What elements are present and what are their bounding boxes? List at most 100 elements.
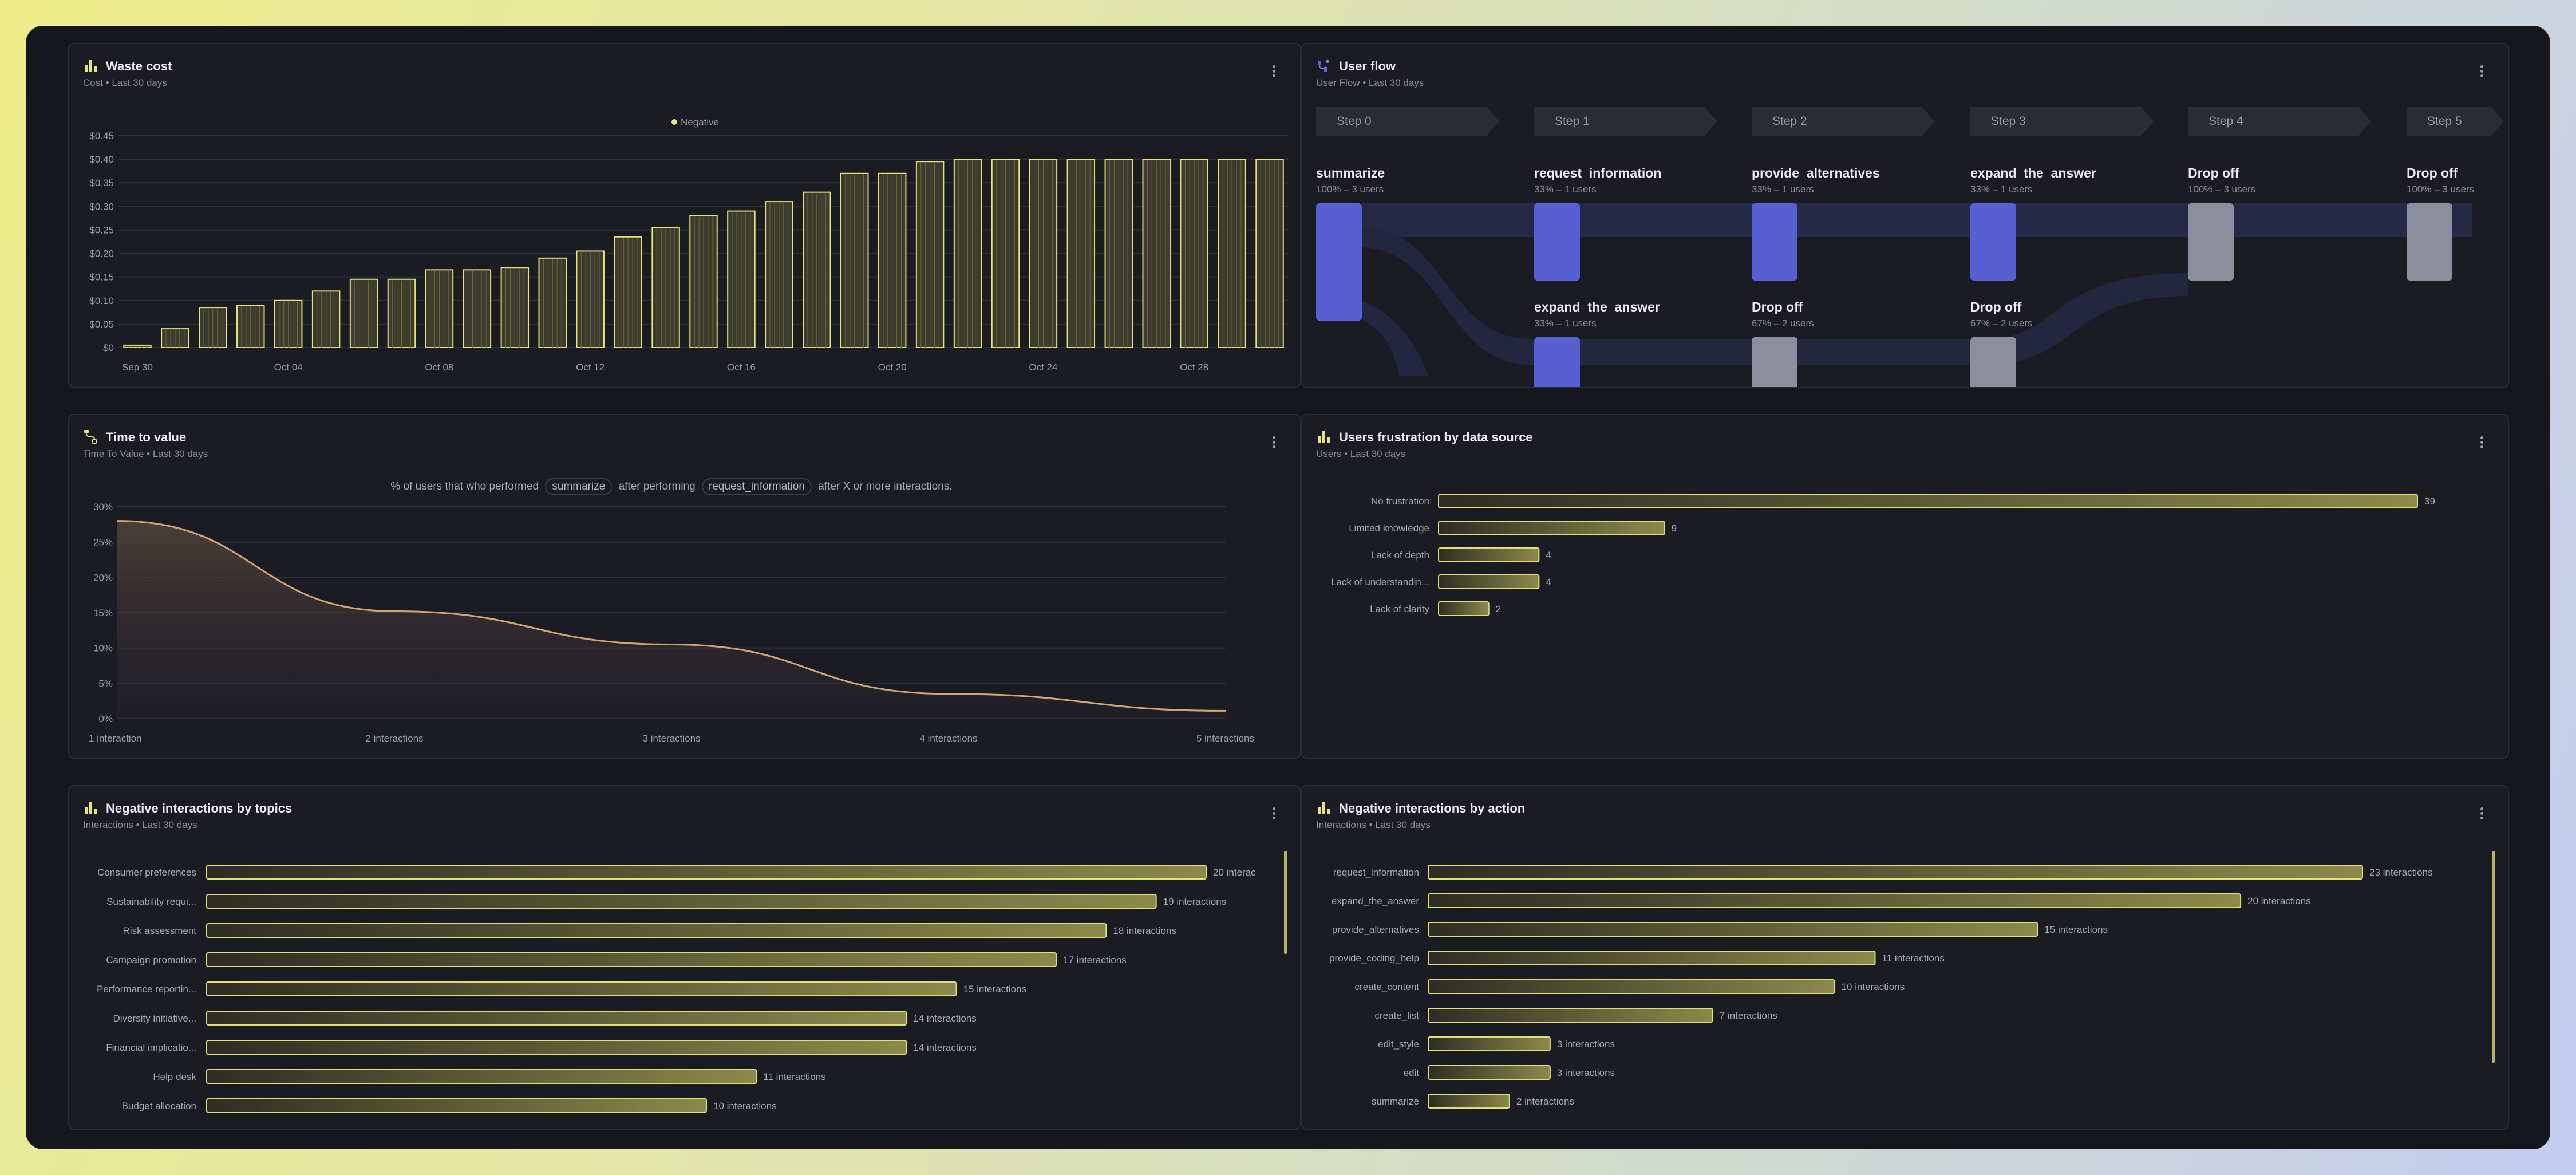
flow-node-sub: 100% – 3 users: [1316, 184, 1384, 195]
more-options-icon[interactable]: [1271, 435, 1276, 451]
bar[interactable]: [1104, 159, 1133, 348]
bar[interactable]: [614, 236, 642, 348]
x-tick-label: Oct 20: [878, 362, 907, 373]
bar[interactable]: [206, 865, 1207, 880]
flow-node-drop-off[interactable]: [2407, 203, 2452, 281]
bar[interactable]: [689, 215, 718, 348]
bar[interactable]: [1438, 521, 1665, 535]
event-pill: summarize: [545, 478, 613, 495]
bar[interactable]: [765, 201, 793, 348]
bar[interactable]: [206, 952, 1057, 967]
bar[interactable]: [1428, 922, 2038, 937]
bar[interactable]: [727, 210, 756, 348]
bar[interactable]: [274, 299, 303, 348]
bar[interactable]: [123, 344, 152, 349]
value-label: 18 interactions: [1113, 925, 1176, 936]
more-options-icon[interactable]: [2479, 806, 2484, 822]
bar[interactable]: [803, 191, 831, 348]
category-label: Lack of depth: [1371, 550, 1429, 561]
series-line[interactable]: [117, 520, 1226, 712]
scrollbar[interactable]: [1284, 851, 1287, 954]
step-chip[interactable]: Step 3: [1970, 107, 2154, 136]
bar[interactable]: [651, 227, 680, 349]
bar[interactable]: [953, 159, 982, 348]
bar[interactable]: [840, 172, 869, 348]
bar[interactable]: [1438, 547, 1540, 562]
bar[interactable]: [1438, 574, 1540, 589]
category-label: Limited knowledge: [1349, 523, 1429, 534]
bar[interactable]: [1438, 494, 2418, 508]
bar[interactable]: [1066, 159, 1096, 348]
more-options-icon[interactable]: [1271, 806, 1276, 822]
time-to-value-description: % of users that who performed summarize …: [69, 478, 1274, 495]
bar[interactable]: [500, 267, 530, 348]
bar[interactable]: [161, 328, 189, 349]
bar[interactable]: [1438, 601, 1490, 616]
y-tick-label: 5%: [98, 678, 113, 689]
flow-node-expand-the-answer[interactable]: [1970, 203, 2016, 281]
value-label: 11 interactions: [763, 1071, 825, 1082]
chart-legend: Negative: [671, 117, 719, 128]
scrollbar[interactable]: [2492, 851, 2495, 1063]
bar[interactable]: [349, 278, 378, 348]
bar[interactable]: [1029, 159, 1058, 348]
category-label: Diversity initiative...: [113, 1013, 196, 1024]
bar[interactable]: [425, 269, 454, 349]
bar[interactable]: [206, 1098, 707, 1113]
flow-node-drop-off[interactable]: [1970, 337, 2016, 388]
flow-node-provide-alternatives[interactable]: [1752, 203, 1797, 281]
bar[interactable]: [387, 278, 416, 348]
flow-node-sub: 67% – 2 users: [1970, 318, 2033, 329]
x-tick-label: Oct 08: [425, 362, 453, 373]
bar[interactable]: [1142, 159, 1171, 348]
more-options-icon[interactable]: [2479, 64, 2484, 80]
bar[interactable]: [1428, 1065, 1551, 1080]
category-label: expand_the_answer: [1332, 896, 1419, 906]
bar[interactable]: [1218, 159, 1246, 348]
flow-node-drop-off[interactable]: [2188, 203, 2234, 281]
more-options-icon[interactable]: [1271, 64, 1276, 80]
more-options-icon[interactable]: [2479, 435, 2484, 451]
bar[interactable]: [206, 981, 957, 996]
flow-node-request-information[interactable]: [1534, 203, 1580, 281]
bar[interactable]: [915, 161, 945, 348]
flow-node-sub: 33% – 1 users: [1534, 184, 1597, 195]
bar[interactable]: [236, 305, 265, 348]
bar[interactable]: [1255, 159, 1284, 348]
bar[interactable]: [1428, 1036, 1551, 1051]
bar[interactable]: [206, 923, 1107, 938]
step-chip[interactable]: Step 5: [2407, 107, 2504, 136]
bar[interactable]: [463, 269, 492, 349]
bar[interactable]: [991, 159, 1020, 348]
bar[interactable]: [1428, 893, 2242, 908]
bar[interactable]: [1428, 1094, 1510, 1109]
step-chip[interactable]: Step 0: [1316, 107, 1499, 136]
bar[interactable]: [1428, 951, 1876, 965]
bar[interactable]: [206, 1069, 757, 1084]
flow-node-summarize[interactable]: [1316, 203, 1362, 321]
bar[interactable]: [878, 172, 907, 348]
bar[interactable]: [206, 1040, 907, 1055]
step-chip[interactable]: Step 1: [1534, 107, 1717, 136]
value-label: 3 interactions: [1557, 1067, 1615, 1078]
bar[interactable]: [311, 290, 341, 349]
step-chip[interactable]: Step 2: [1752, 107, 1935, 136]
bar[interactable]: [1180, 159, 1208, 348]
step-chip[interactable]: Step 4: [2188, 107, 2371, 136]
negative-action-card: Negative interactions by action Interact…: [1301, 785, 2509, 1130]
svg-text:Negative: Negative: [681, 117, 719, 128]
category-label: Financial implicatio...: [106, 1042, 196, 1053]
flow-node-drop-off[interactable]: [1752, 337, 1797, 388]
bar[interactable]: [576, 250, 605, 349]
bar[interactable]: [1428, 865, 2363, 880]
bar[interactable]: [538, 257, 567, 348]
bar[interactable]: [1428, 979, 1835, 994]
negative-topics-chart: Consumer preferences 20 interac Sustainabi…: [97, 851, 1287, 1113]
flow-node-expand-the-answer[interactable]: [1534, 337, 1580, 388]
bar[interactable]: [1428, 1008, 1713, 1023]
time-to-value-card: Time to value Time To Value • Last 30 da…: [68, 414, 1301, 759]
dashboard-frame: Waste cost Cost • Last 30 days Negative …: [26, 26, 2550, 1149]
bar[interactable]: [206, 894, 1157, 909]
bar[interactable]: [199, 307, 227, 348]
bar[interactable]: [206, 1011, 907, 1026]
